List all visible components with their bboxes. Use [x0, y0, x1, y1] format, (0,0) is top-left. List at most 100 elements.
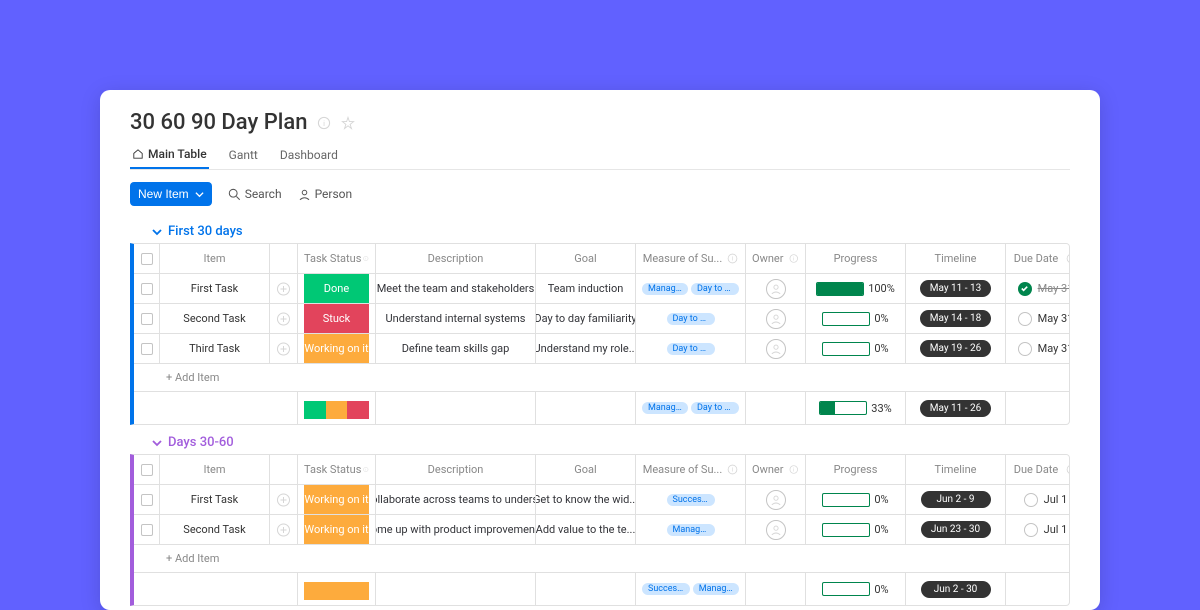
- col-header[interactable]: Item: [160, 244, 270, 274]
- progress-cell[interactable]: 0%: [806, 485, 906, 515]
- goal-cell[interactable]: Team induction: [536, 274, 636, 304]
- status-cell[interactable]: Working on it: [298, 485, 376, 515]
- due-date-cell[interactable]: Jul 1: [1006, 515, 1070, 545]
- measure-cell[interactable]: Manage...Day to da...: [636, 274, 746, 304]
- tag[interactable]: Day to day confidence: [667, 343, 715, 355]
- tag[interactable]: Manage...: [642, 283, 688, 295]
- description-cell[interactable]: Understand internal systems: [376, 304, 536, 334]
- col-header[interactable]: Owneri: [746, 244, 806, 274]
- owner-avatar[interactable]: [766, 279, 786, 299]
- goal-cell[interactable]: Get to know the wid...: [536, 485, 636, 515]
- status-cell[interactable]: Working on it: [298, 515, 376, 545]
- col-header[interactable]: Due Datei: [1006, 455, 1070, 485]
- table-row[interactable]: Second TaskWorking on itCome up with pro…: [134, 515, 1069, 545]
- item-name-cell[interactable]: Second Task: [160, 304, 270, 334]
- tag[interactable]: Successful meetings: [667, 494, 715, 506]
- goal-cell[interactable]: Add value to the te...: [536, 515, 636, 545]
- owner-avatar[interactable]: [766, 520, 786, 540]
- col-header[interactable]: Owneri: [746, 455, 806, 485]
- col-header[interactable]: Item: [160, 455, 270, 485]
- due-date-cell[interactable]: May 31: [1006, 334, 1070, 364]
- owner-avatar[interactable]: [766, 309, 786, 329]
- due-date-cell[interactable]: May 31: [1006, 304, 1070, 334]
- expand-row-button[interactable]: [270, 304, 298, 334]
- item-name-cell[interactable]: First Task: [160, 274, 270, 304]
- tab-main-table[interactable]: Main Table: [130, 141, 209, 169]
- description-cell[interactable]: Collaborate across teams to unders...: [376, 485, 536, 515]
- item-name-cell[interactable]: Third Task: [160, 334, 270, 364]
- select-all-checkbox[interactable]: [134, 455, 160, 485]
- col-header[interactable]: Description: [376, 455, 536, 485]
- timeline-cell[interactable]: Jun 23 - 30: [906, 515, 1006, 545]
- col-header[interactable]: Progress: [806, 455, 906, 485]
- select-all-checkbox[interactable]: [134, 244, 160, 274]
- owner-cell[interactable]: [746, 274, 806, 304]
- progress-cell[interactable]: 0%: [806, 304, 906, 334]
- col-header[interactable]: Progress: [806, 244, 906, 274]
- star-icon[interactable]: [341, 116, 355, 130]
- search-button[interactable]: Search: [228, 187, 282, 201]
- col-header[interactable]: Description: [376, 244, 536, 274]
- col-header[interactable]: Due Datei: [1006, 244, 1070, 274]
- description-cell[interactable]: Define team skills gap: [376, 334, 536, 364]
- measure-cell[interactable]: Day to day confidence: [636, 304, 746, 334]
- table-row[interactable]: First Task DoneMeet the team and stakehol…: [134, 274, 1069, 304]
- description-cell[interactable]: Meet the team and stakeholders: [376, 274, 536, 304]
- info-icon[interactable]: i: [317, 116, 331, 130]
- col-header[interactable]: Task Statusi: [298, 455, 376, 485]
- tag[interactable]: Manager Feedback: [667, 524, 715, 536]
- owner-avatar[interactable]: [766, 339, 786, 359]
- owner-avatar[interactable]: [766, 490, 786, 510]
- status-cell[interactable]: Done: [298, 274, 376, 304]
- add-item-button[interactable]: + Add Item: [134, 545, 1069, 573]
- due-date-cell[interactable]: May 31: [1006, 274, 1070, 304]
- goal-cell[interactable]: Understand my role...: [536, 334, 636, 364]
- new-item-button[interactable]: New Item: [130, 182, 212, 206]
- col-header[interactable]: Timeline: [906, 244, 1006, 274]
- table-row[interactable]: Third Task Working on itDefine team skill…: [134, 334, 1069, 364]
- owner-cell[interactable]: [746, 334, 806, 364]
- tab-dashboard[interactable]: Dashboard: [278, 141, 340, 169]
- col-header[interactable]: Measure of Su...i: [636, 455, 746, 485]
- goal-cell[interactable]: Day to day familiarity: [536, 304, 636, 334]
- col-header[interactable]: Timeline: [906, 455, 1006, 485]
- row-checkbox[interactable]: [134, 334, 160, 364]
- person-filter-button[interactable]: Person: [298, 187, 353, 201]
- due-date-cell[interactable]: Jul 1: [1006, 485, 1070, 515]
- group-header[interactable]: First 30 days: [130, 224, 1070, 239]
- col-header[interactable]: Goal: [536, 455, 636, 485]
- tag[interactable]: Day to day confidence: [667, 313, 715, 325]
- table-row[interactable]: First Task Working on itCollaborate acros…: [134, 485, 1069, 515]
- progress-cell[interactable]: 100%: [806, 274, 906, 304]
- description-cell[interactable]: Come up with product improvement...: [376, 515, 536, 545]
- table-row[interactable]: Second Task StuckUnderstand internal syst…: [134, 304, 1069, 334]
- status-cell[interactable]: Stuck: [298, 304, 376, 334]
- progress-cell[interactable]: 0%: [806, 334, 906, 364]
- timeline-cell[interactable]: May 11 - 13: [906, 274, 1006, 304]
- owner-cell[interactable]: [746, 485, 806, 515]
- expand-row-button[interactable]: [270, 334, 298, 364]
- progress-cell[interactable]: 0%: [806, 515, 906, 545]
- owner-cell[interactable]: [746, 515, 806, 545]
- row-checkbox[interactable]: [134, 274, 160, 304]
- col-header[interactable]: Goal: [536, 244, 636, 274]
- expand-row-button[interactable]: [270, 274, 298, 304]
- row-checkbox[interactable]: [134, 485, 160, 515]
- expand-row-button[interactable]: [270, 485, 298, 515]
- expand-row-button[interactable]: [270, 515, 298, 545]
- timeline-cell[interactable]: May 19 - 26: [906, 334, 1006, 364]
- measure-cell[interactable]: Manager Feedback: [636, 515, 746, 545]
- group-header[interactable]: Days 30-60: [130, 435, 1070, 450]
- timeline-cell[interactable]: Jun 2 - 9: [906, 485, 1006, 515]
- item-name-cell[interactable]: First Task: [160, 485, 270, 515]
- timeline-cell[interactable]: May 14 - 18: [906, 304, 1006, 334]
- owner-cell[interactable]: [746, 304, 806, 334]
- add-item-button[interactable]: + Add Item: [134, 364, 1069, 392]
- row-checkbox[interactable]: [134, 304, 160, 334]
- col-header[interactable]: Measure of Su...i: [636, 244, 746, 274]
- measure-cell[interactable]: Successful meetings: [636, 485, 746, 515]
- row-checkbox[interactable]: [134, 515, 160, 545]
- status-cell[interactable]: Working on it: [298, 334, 376, 364]
- col-header[interactable]: Task Statusi: [298, 244, 376, 274]
- measure-cell[interactable]: Day to day confidence: [636, 334, 746, 364]
